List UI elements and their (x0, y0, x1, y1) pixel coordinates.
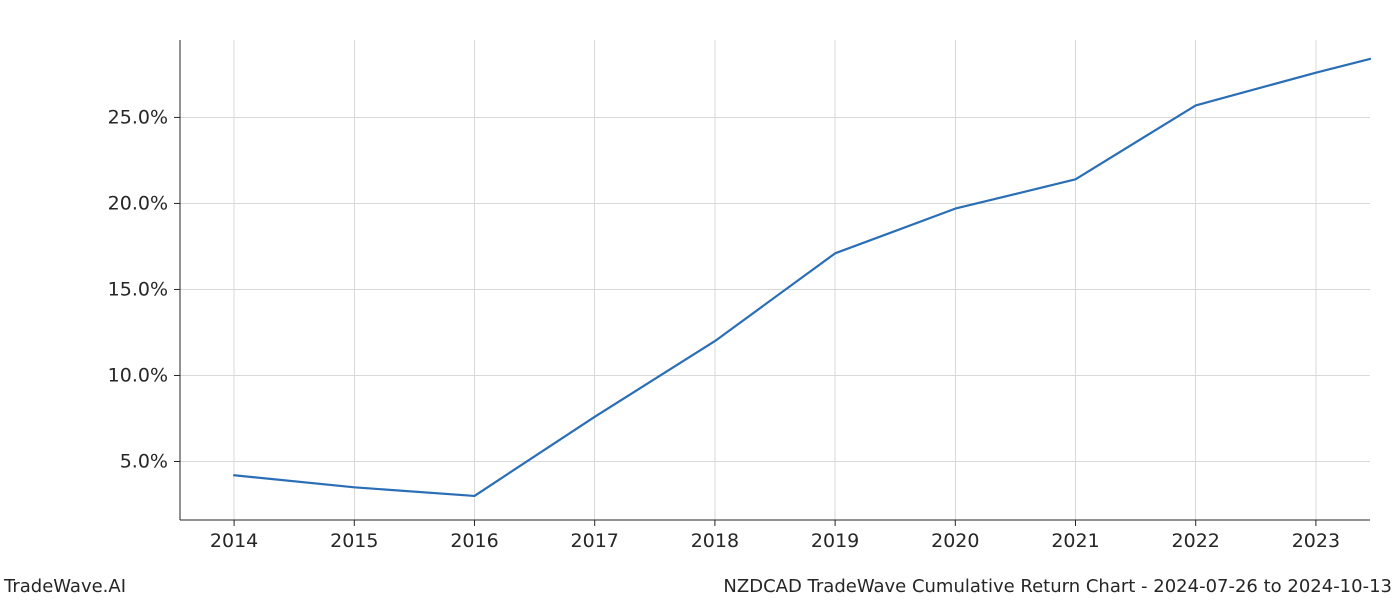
chart-container: 2014 2015 2016 2017 2018 2019 2020 2021 2022 2023… (0, 0, 1400, 600)
x-tick-label: 2015 (330, 530, 378, 552)
x-tick-label: 2021 (1051, 530, 1099, 552)
cumulative-return-line (234, 59, 1370, 496)
x-tick-label: 2016 (450, 530, 498, 552)
x-tick-label: 2014 (210, 530, 258, 552)
y-tick-label: 20.0% (108, 192, 168, 214)
x-tick-label: 2020 (931, 530, 979, 552)
x-tick-label: 2022 (1172, 530, 1220, 552)
y-tick-label: 10.0% (108, 364, 168, 386)
y-tick-label: 15.0% (108, 278, 168, 300)
x-tick-label: 2017 (571, 530, 619, 552)
x-tick-label: 2018 (691, 530, 739, 552)
x-tick-label: 2023 (1292, 530, 1340, 552)
y-tick-label: 25.0% (108, 106, 168, 128)
footer-brand: TradeWave.AI (4, 576, 126, 597)
x-tick-label: 2019 (811, 530, 859, 552)
line-chart: 2014 2015 2016 2017 2018 2019 2020 2021 2022 2023… (0, 0, 1400, 600)
y-tick-label: 5.0% (120, 451, 168, 473)
chart-caption: NZDCAD TradeWave Cumulative Return Chart… (723, 576, 1392, 597)
